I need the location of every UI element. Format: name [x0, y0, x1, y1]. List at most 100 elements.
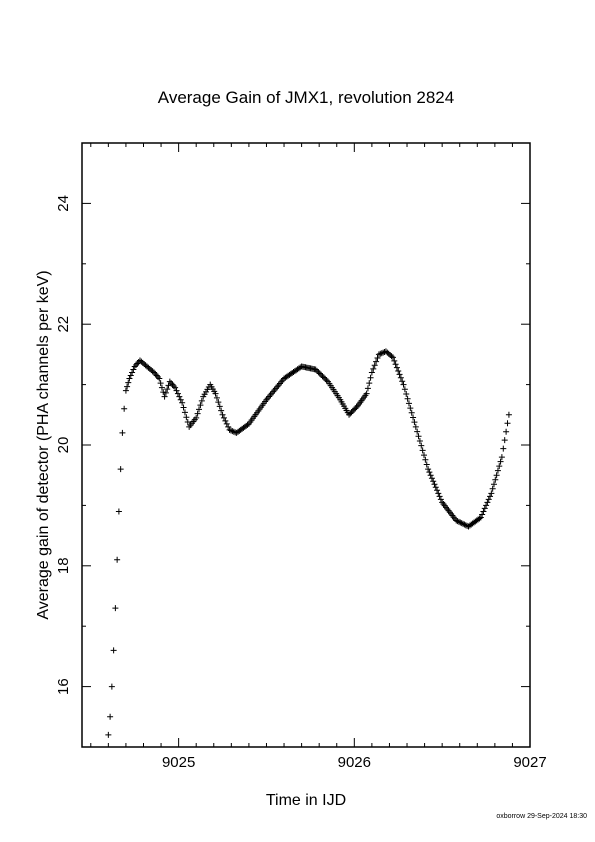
data-point — [436, 493, 443, 500]
data-point — [414, 428, 421, 435]
data-point — [480, 508, 487, 515]
data-point — [477, 514, 484, 521]
data-point — [162, 389, 169, 396]
data-point — [497, 458, 504, 465]
x-tick-label: 9026 — [338, 754, 371, 771]
data-point — [227, 427, 234, 434]
data-point — [323, 377, 330, 384]
data-point — [157, 380, 164, 387]
y-axis-label: Average gain of detector (PHA channels p… — [35, 270, 52, 619]
data-point — [126, 375, 133, 382]
data-point — [169, 381, 176, 388]
data-point — [314, 367, 321, 374]
data-point — [364, 385, 371, 392]
data-point — [363, 390, 370, 397]
data-point — [489, 485, 496, 492]
data-point — [223, 420, 230, 427]
x-axis-label: Time in IJD — [266, 792, 346, 809]
data-point — [349, 407, 356, 414]
data-point — [166, 378, 173, 385]
data-point — [179, 399, 186, 406]
data-point — [366, 380, 373, 387]
data-point — [423, 461, 430, 468]
data-point — [416, 437, 423, 444]
data-point — [428, 475, 435, 482]
data-point — [318, 371, 325, 378]
data-point — [458, 520, 465, 527]
data-point — [405, 400, 412, 407]
y-tick-labels: 16 18 20 22 24 — [55, 195, 72, 695]
data-point — [108, 683, 115, 690]
data-point — [348, 409, 355, 416]
data-point — [174, 390, 181, 397]
data-point — [457, 519, 464, 526]
data-point — [320, 374, 327, 381]
data-point — [503, 428, 510, 435]
data-point — [476, 515, 483, 522]
data-point — [164, 386, 171, 393]
data-point — [374, 355, 381, 362]
data-point — [131, 363, 138, 370]
data-point — [419, 447, 426, 454]
data-point — [494, 467, 501, 474]
data-point — [460, 520, 467, 527]
data-point — [400, 381, 407, 388]
data-point — [316, 370, 323, 377]
data-point — [396, 371, 403, 378]
data-point — [426, 469, 433, 476]
data-point — [127, 372, 134, 379]
data-point — [455, 518, 462, 525]
data-point — [218, 407, 225, 414]
data-point — [312, 366, 319, 373]
data-point — [158, 384, 165, 391]
data-point — [347, 410, 354, 417]
data-point — [346, 411, 353, 418]
data-point — [107, 713, 114, 720]
data-point — [395, 368, 402, 375]
y-tick-label: 22 — [55, 316, 72, 333]
data-point — [180, 404, 187, 411]
data-point — [181, 409, 188, 416]
data-point — [461, 521, 468, 528]
data-point — [222, 417, 229, 424]
data-point — [498, 454, 505, 461]
data-point — [371, 362, 378, 369]
data-point — [177, 396, 184, 403]
y-tick-label: 20 — [55, 437, 72, 454]
data-point — [110, 647, 117, 654]
data-point — [152, 371, 159, 378]
data-point — [484, 499, 491, 506]
plot-frame — [81, 142, 531, 748]
data-point — [173, 387, 180, 394]
data-point — [105, 731, 112, 738]
data-point — [161, 393, 168, 400]
data-point — [493, 472, 500, 479]
footer-stamp: oxborrow 29-Sep-2024 18:30 — [496, 813, 587, 820]
data-point — [244, 421, 251, 428]
data-point — [315, 369, 322, 376]
axis-ticks — [82, 142, 531, 748]
data-point — [112, 605, 119, 612]
data-point — [353, 404, 360, 411]
x-tick-label: 9025 — [162, 754, 195, 771]
data-point — [220, 414, 227, 421]
data-point — [368, 369, 375, 376]
data-point — [399, 378, 406, 385]
data-point — [430, 478, 437, 485]
data-point — [172, 384, 179, 391]
data-point — [487, 493, 494, 500]
data-point — [401, 386, 408, 393]
x-tick-label: 9027 — [513, 754, 546, 771]
data-point — [367, 374, 374, 381]
data-point — [411, 419, 418, 426]
data-point — [397, 374, 404, 381]
data-point — [133, 361, 140, 368]
data-point — [410, 414, 417, 421]
data-point — [435, 490, 442, 497]
data-point — [183, 414, 190, 421]
data-point — [129, 369, 136, 376]
data-point — [407, 405, 414, 412]
data-point — [160, 389, 167, 396]
data-point — [432, 484, 439, 491]
data-point — [216, 403, 223, 410]
